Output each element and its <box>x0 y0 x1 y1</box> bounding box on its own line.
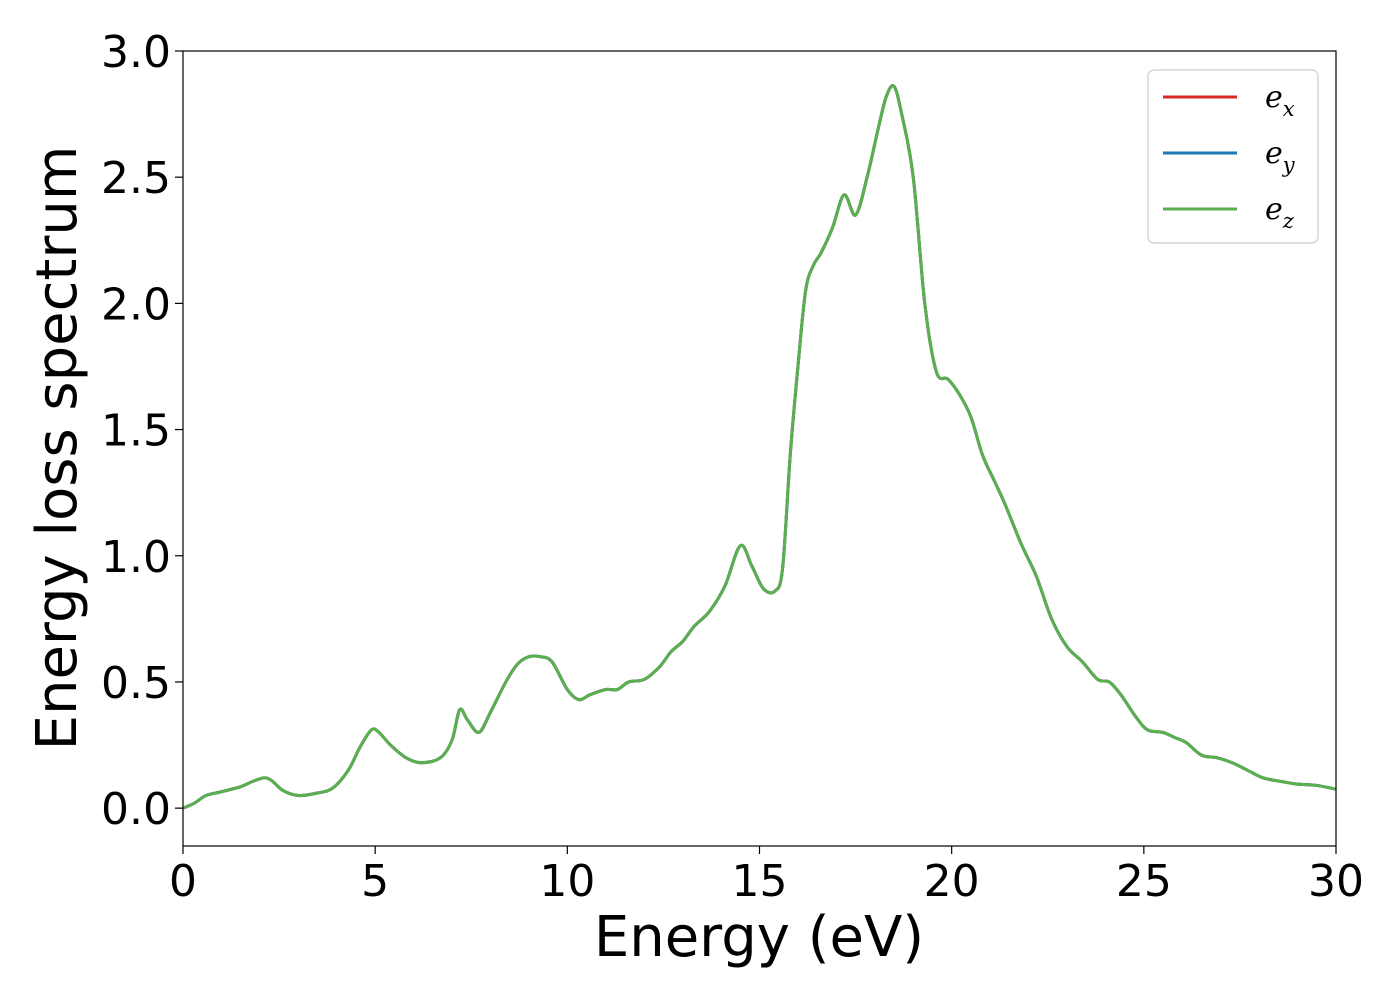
y-tick-label: 2.0 <box>101 279 171 330</box>
x-tick-label: 30 <box>1308 856 1364 907</box>
legend-label: ez <box>1265 192 1295 233</box>
y-tick-label: 3.0 <box>101 27 171 78</box>
x-tick-label: 15 <box>732 856 788 907</box>
y-tick-label: 1.5 <box>101 406 171 457</box>
legend-box <box>1147 69 1319 244</box>
y-tick-label: 0.0 <box>101 784 171 835</box>
x-tick-label: 0 <box>169 856 197 907</box>
x-tick-label: 25 <box>1116 856 1172 907</box>
y-axis-label: Energy loss spectrum <box>25 146 90 751</box>
x-axis-ticks: 0 5 10 15 20 25 30 <box>169 846 1364 907</box>
y-tick-label: 1.0 <box>101 532 171 583</box>
x-axis-label: Energy (eV) <box>594 905 924 970</box>
y-axis-ticks: 0.0 0.5 1.0 1.5 2.0 2.5 3.0 <box>101 27 183 835</box>
series-line-ez <box>183 84 1336 810</box>
y-tick-label: 2.5 <box>101 153 171 204</box>
y-tick-label: 0.5 <box>101 658 171 709</box>
series-lines <box>183 84 1336 810</box>
x-tick-label: 5 <box>361 856 389 907</box>
x-tick-label: 10 <box>539 856 595 907</box>
x-tick-label: 20 <box>924 856 980 907</box>
